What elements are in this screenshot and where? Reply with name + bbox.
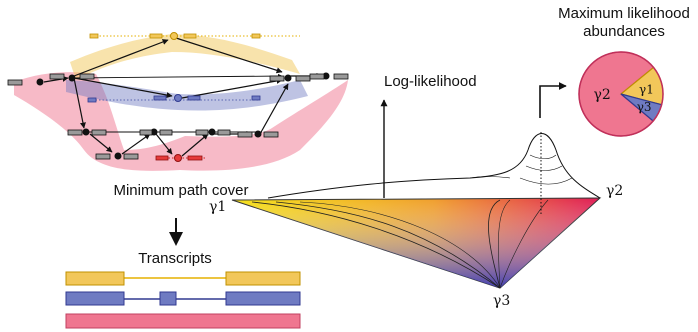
pointer-arrow <box>539 82 567 118</box>
gamma2-vertex-label: γ2 <box>606 183 624 199</box>
pie-outline <box>578 51 664 137</box>
down-arrow-icon <box>169 218 183 246</box>
transcript-pink <box>65 313 301 329</box>
abundance-pie: γ2 γ1 γ3 <box>578 51 664 137</box>
y-axis-label: Log-likelihood <box>384 73 477 90</box>
pie-title: Maximum likelihood abundances <box>558 5 690 40</box>
transcript-yellow <box>65 271 301 286</box>
gamma3-vertex-label: γ3 <box>493 293 511 309</box>
pie-slice-label: γ2 <box>593 87 610 103</box>
yellow-path-band <box>70 34 300 80</box>
likelihood-simplex <box>231 82 602 289</box>
pink-path-band <box>14 72 348 171</box>
splice-graph <box>7 32 349 171</box>
transcripts-label: Transcripts <box>138 250 212 267</box>
gamma1-vertex-label: γ1 <box>209 199 227 215</box>
transcript-blue <box>65 291 301 306</box>
pie-slice-label: γ1 <box>639 82 654 96</box>
likelihood-surface <box>267 133 601 199</box>
path-cover-label: Minimum path cover <box>113 182 249 199</box>
transcripts <box>65 271 301 329</box>
pie-slice-label: γ3 <box>637 100 652 114</box>
